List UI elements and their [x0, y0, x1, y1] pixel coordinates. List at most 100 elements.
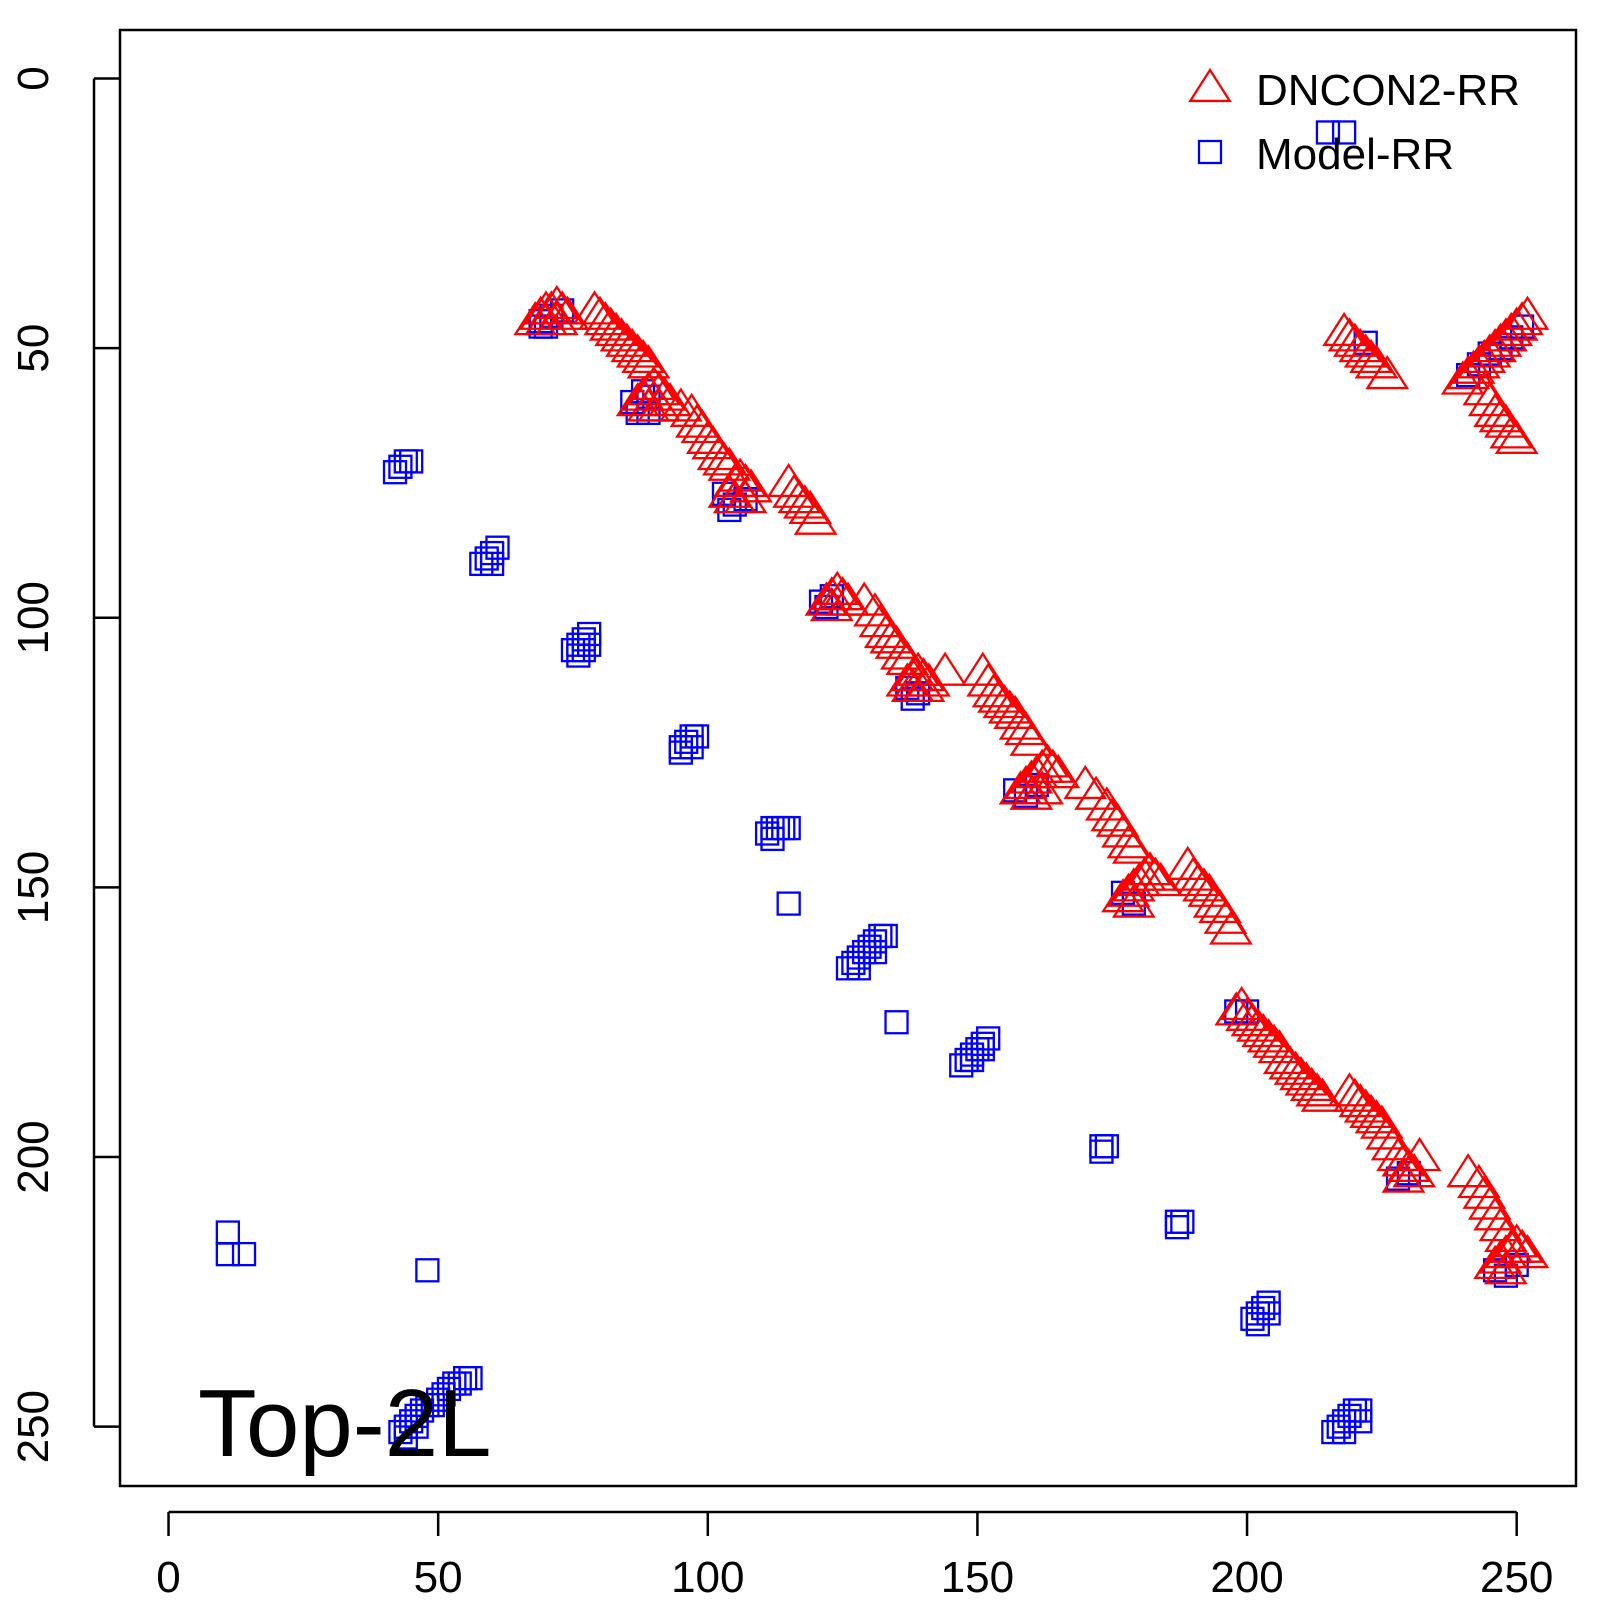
- model-rr-point: [1256, 1301, 1281, 1326]
- dncon2-rr-point: [1063, 764, 1108, 800]
- model-rr-point: [215, 1220, 241, 1245]
- dncon2-rr-point: [896, 651, 941, 686]
- dncon2-rr-point: [1333, 322, 1377, 357]
- model-rr-point: [1094, 1134, 1119, 1159]
- dncon2-rr-point: [1214, 991, 1259, 1026]
- dncon2-rr-point: [615, 333, 660, 368]
- model-rr-point: [684, 724, 710, 749]
- model-rr-point: [776, 891, 801, 916]
- dncon2-rr-point: [1333, 1077, 1377, 1112]
- dncon2-rr-point: [1473, 1196, 1518, 1231]
- model-rr-point: [717, 497, 742, 523]
- dncon2-rr-point: [1349, 1093, 1393, 1129]
- dncon2-rr-point: [1327, 317, 1372, 352]
- dncon2-rr-point: [1446, 1153, 1491, 1188]
- dncon2-rr-point: [901, 656, 946, 692]
- model-rr-point: [884, 1010, 909, 1035]
- dncon2-rr-point: [982, 683, 1027, 719]
- dncon2-rr-point: [1381, 1142, 1426, 1177]
- top-2l-annotation: Top-2L: [198, 1370, 492, 1477]
- dncon2-rr-point: [1327, 1072, 1372, 1107]
- dncon2-rr-point: [1284, 1061, 1329, 1096]
- dncon2-rr-point: [642, 376, 687, 411]
- dncon2-rr-point: [1386, 1147, 1431, 1182]
- dncon2-rr-point: [1031, 748, 1075, 783]
- dncon2-rr-point: [1462, 371, 1507, 406]
- dncon2-rr-point: [545, 295, 590, 330]
- dncon2-rr-point: [534, 301, 579, 336]
- dncon2-rr-point: [1128, 851, 1172, 886]
- legend-square-icon: [1197, 139, 1223, 165]
- y-tick-label: 200: [9, 1120, 58, 1193]
- dncon2-rr-point: [594, 311, 639, 347]
- dncon2-rr-point: [804, 581, 849, 616]
- model-rr-point: [1353, 330, 1378, 355]
- dncon2-rr-point: [1235, 1007, 1280, 1042]
- dncon2-rr-point: [971, 673, 1016, 708]
- dncon2-rr-point: [1004, 710, 1048, 746]
- dncon2-rr-point: [1225, 996, 1269, 1031]
- dncon2-rr-point: [777, 479, 822, 514]
- model-rr-point: [1089, 1134, 1114, 1159]
- dncon2-rr-point: [1349, 338, 1393, 374]
- dncon2-rr-point: [1273, 1050, 1318, 1085]
- dncon2-rr-point: [610, 328, 655, 363]
- dncon2-rr-point: [1241, 1012, 1286, 1048]
- x-tick-label: 150: [941, 1553, 1014, 1600]
- y-tick-label: 150: [9, 851, 58, 924]
- model-rr-point: [458, 1365, 483, 1391]
- model-rr-point: [1164, 1215, 1190, 1240]
- dncon2-rr-point: [1203, 899, 1248, 934]
- dncon2-rr-point: [621, 376, 665, 411]
- dncon2-rr-point: [578, 295, 622, 330]
- dncon2-rr-point: [707, 446, 752, 481]
- model-rr-point: [1331, 120, 1357, 145]
- dncon2-rr-point: [788, 489, 833, 525]
- model-rr-point: [1348, 1409, 1373, 1434]
- dncon2-rr-point: [1467, 1185, 1512, 1220]
- dncon2-rr-point: [1343, 333, 1388, 368]
- dncon2-rr-point: [658, 387, 703, 422]
- dncon2-rr-point: [885, 640, 930, 676]
- dncon2-rr-point: [815, 570, 860, 605]
- data-points-layer: [215, 120, 1550, 1450]
- dncon2-rr-point: [1262, 1039, 1307, 1075]
- dncon2-rr-point: [1343, 1088, 1388, 1123]
- dncon2-rr-point: [1505, 1233, 1550, 1269]
- dncon2-rr-point: [702, 441, 746, 476]
- dncon2-rr-point: [1457, 1163, 1501, 1199]
- dncon2-rr-point: [1365, 354, 1410, 390]
- dncon2-rr-point: [842, 581, 887, 616]
- plot-frame: [118, 28, 1578, 1488]
- dncon2-rr-point: [648, 381, 692, 417]
- dncon2-rr-point: [923, 651, 967, 686]
- dncon2-rr-point: [1494, 419, 1539, 454]
- model-rr-point: [479, 551, 505, 577]
- dncon2-rr-point: [1500, 1228, 1544, 1263]
- dncon2-rr-point: [1009, 775, 1054, 810]
- dncon2-rr-point: [809, 586, 854, 622]
- model-rr-point: [528, 314, 553, 339]
- x-tick-label: 200: [1210, 1553, 1283, 1600]
- model-rr-point: [1089, 1139, 1114, 1164]
- x-tick-label: 0: [156, 1553, 180, 1600]
- model-rr-point: [577, 632, 602, 657]
- dncon2-rr-point: [1176, 861, 1221, 897]
- dncon2-rr-point: [1462, 1174, 1507, 1209]
- model-rr-point: [1164, 1209, 1190, 1234]
- dncon2-rr-point: [1074, 775, 1118, 810]
- dncon2-rr-point: [572, 290, 617, 325]
- y-tick-label: 0: [9, 66, 58, 90]
- dncon2-rr-point: [1300, 1077, 1345, 1112]
- dncon2-rr-point: [853, 592, 897, 627]
- dncon2-rr-point: [772, 473, 816, 508]
- y-tick-label: 100: [9, 581, 58, 654]
- dncon2-rr-point: [1009, 721, 1054, 756]
- dncon2-rr-point: [621, 338, 665, 374]
- dncon2-rr-point: [1483, 1250, 1528, 1285]
- model-rr-point: [399, 449, 424, 474]
- model-rr-point: [215, 1241, 241, 1267]
- dncon2-rr-point: [1289, 1066, 1334, 1102]
- model-rr-point: [404, 1414, 429, 1439]
- dncon2-rr-point: [1338, 328, 1383, 363]
